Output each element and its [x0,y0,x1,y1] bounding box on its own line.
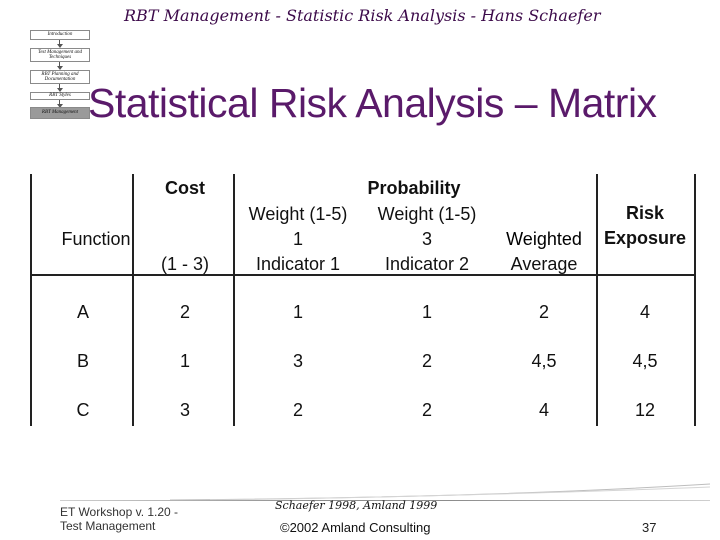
header-risk: Risk [625,203,665,223]
table-cell-function: A [76,302,90,322]
table-divider [233,174,235,426]
table-cell-cost: 1 [179,351,191,371]
nav-item-test-management[interactable]: Test Management and Techniques [30,48,90,62]
table-cell-indicator-2: 2 [421,400,433,420]
header-weight-1-value: 1 [292,229,304,249]
nav-item-label: RBT Planning and Documentation [41,71,79,83]
arrow-down-icon [57,84,63,92]
header-title: RBT Management - Statistic Risk Analysis… [124,6,601,25]
nav-item-label: RBT Styles [49,93,71,99]
header-separator [30,274,696,276]
header-indicator-1: Indicator 1 [255,254,341,274]
footer-copyright: ©2002 Amland Consulting [280,520,431,535]
table-cell-average: 2 [538,302,550,322]
slide-title: Statistical Risk Analysis – Matrix [88,80,657,126]
table-cell-indicator-2: 1 [421,302,433,322]
table-cell-average: 4,5 [531,351,557,371]
page-number: 37 [642,520,657,535]
arrow-down-icon [57,100,63,108]
table-border-left [30,174,32,426]
nav-item-rbt-management[interactable]: RBT Management [30,107,90,119]
nav-item-label: Test Management and Techniques [38,49,82,61]
footer-divider [60,500,710,501]
footer-workshop: ET Workshop v. 1.20 - Test Management [60,505,178,533]
header-function: Function [61,229,131,249]
footer-credit: Schaefer 1998, Amland 1999 [275,499,438,512]
nav-item-rbt-planning[interactable]: RBT Planning and Documentation [30,70,90,84]
nav-item-rbt-styles[interactable]: RBT Styles [30,92,90,100]
footer-workshop-line-1: ET Workshop v. 1.20 - [60,505,179,519]
header-cost: Cost [165,178,205,198]
table-divider [596,174,598,426]
nav-item-label: Introduction [47,32,73,38]
header-exposure: Exposure [603,228,687,248]
header-average: Average [510,254,578,274]
table-cell-indicator-1: 3 [292,351,304,371]
table-cell-indicator-1: 2 [292,400,304,420]
table-cell-cost: 3 [179,400,191,420]
table-cell-average: 4 [538,400,550,420]
table-cell-function: C [76,400,90,420]
risk-matrix-table: Cost (1 - 3) Function Probability Weight… [30,174,700,426]
table-cell-risk: 4 [639,302,651,322]
header-weight-1: Weight (1-5) [248,204,348,224]
table-cell-indicator-2: 2 [421,351,433,371]
arrow-down-icon [57,62,63,70]
table-divider [132,174,134,426]
header-cost-range: (1 - 3) [160,254,210,274]
footer-workshop-line-2: Test Management [60,519,156,533]
header-weight-2: Weight (1-5) [377,204,477,224]
table-border-right [694,174,696,426]
header-weight-2-value: 3 [421,229,433,249]
table-cell-function: B [76,351,90,371]
table-cell-risk: 4,5 [632,351,658,371]
header-indicator-2: Indicator 2 [384,254,470,274]
table-cell-indicator-1: 1 [292,302,304,322]
table-cell-risk: 12 [634,400,656,420]
nav-item-label: RBT Management [41,110,79,116]
nav-item-introduction[interactable]: Introduction [30,30,90,40]
header-probability: Probability [367,178,461,198]
footer-swoosh [170,483,710,501]
arrow-down-icon [57,40,63,48]
header-weighted: Weighted [504,229,584,250]
table-cell-cost: 2 [179,302,191,322]
